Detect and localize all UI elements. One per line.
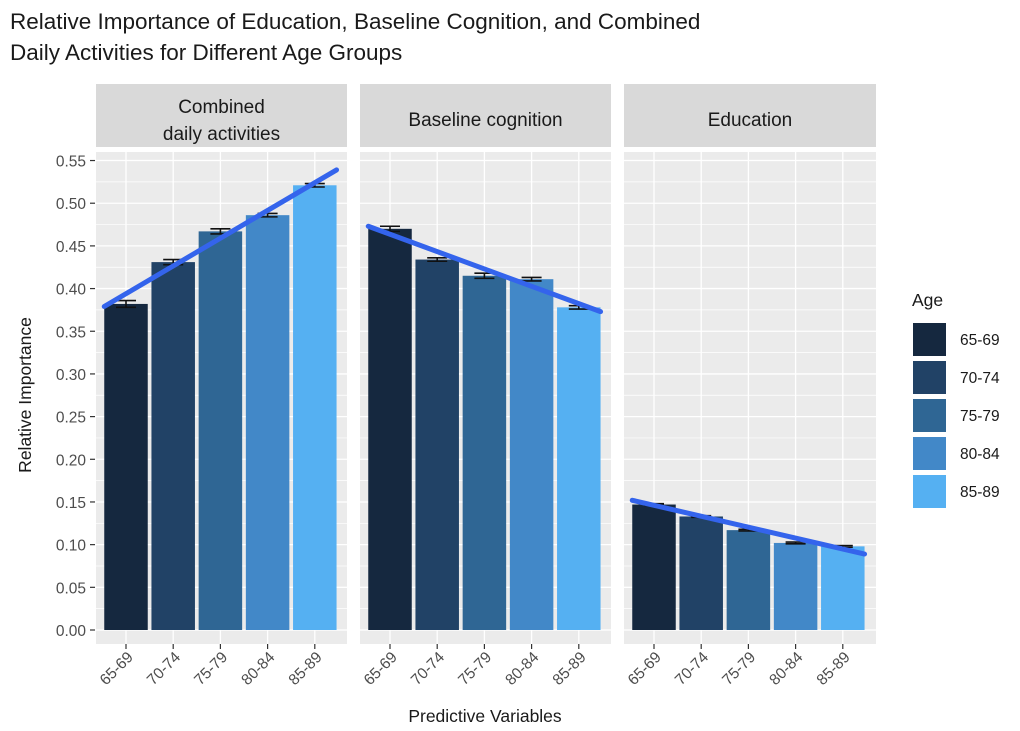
bar-80-84	[773, 542, 818, 630]
y-tick-label: 0.50	[56, 196, 87, 213]
chart-title-line-1: Relative Importance of Education, Baseli…	[10, 9, 700, 34]
legend-label: 80-84	[960, 446, 1000, 463]
bar-70-74	[415, 259, 459, 630]
legend-swatch-65-69	[913, 323, 946, 356]
legend: Age 65-69 70-74 75-79 80-84 85-89	[912, 290, 1000, 508]
x-tick-label: 70-74	[144, 649, 184, 689]
y-axis: 0.00 0.05 0.10 0.15 0.20 0.25 0.30 0.35 0.40 0.45…	[56, 154, 95, 640]
x-tick-label: 75-79	[719, 649, 759, 689]
facet-strip-label: Combined	[178, 97, 265, 118]
bar-75-79	[726, 530, 771, 630]
x-tick-label: 85-89	[286, 649, 326, 689]
facet-panel: Baseline cognition 65-69 70-74 75-79 80-84 85…	[360, 84, 611, 689]
bar-75-79	[462, 275, 507, 630]
facet-strip-label: daily activities	[163, 124, 280, 145]
trend-line	[101, 167, 340, 309]
facet-strip	[96, 84, 347, 147]
bar-65-69	[368, 228, 412, 631]
y-tick-label: 0.20	[56, 452, 87, 469]
x-tick-label: 65-69	[97, 649, 137, 689]
trend-line	[629, 497, 868, 557]
x-tick-label: 65-69	[361, 649, 401, 689]
bar-65-69	[632, 504, 676, 630]
bar-85-89	[557, 307, 601, 630]
y-tick-label: 0.45	[56, 239, 86, 256]
facet-strip	[360, 84, 611, 147]
legend-label: 65-69	[960, 332, 1000, 349]
trend-line	[365, 223, 604, 315]
legend-label: 75-79	[960, 408, 1000, 425]
legend-label: 70-74	[960, 370, 1000, 387]
y-axis-label: Relative Importance	[15, 317, 35, 473]
x-tick-label: 85-89	[814, 649, 854, 689]
y-tick-label: 0.00	[56, 623, 87, 640]
facet-strip-label: Baseline cognition	[408, 110, 562, 131]
bar-85-89	[821, 546, 865, 630]
facet-panel: Education 65-69 70-74 75-79 80-84 85-89	[624, 84, 876, 689]
legend-title: Age	[912, 290, 943, 310]
bar-80-84	[245, 215, 290, 630]
y-tick-label: 0.40	[56, 282, 87, 299]
x-tick-label: 80-84	[766, 649, 806, 689]
y-tick-label: 0.55	[56, 154, 86, 171]
x-axis-label: Predictive Variables	[408, 706, 562, 726]
x-tick-label: 80-84	[502, 649, 542, 689]
bar-75-79	[198, 231, 243, 630]
x-tick-label: 70-74	[408, 649, 448, 689]
legend-swatch-75-79	[913, 399, 946, 432]
x-tick-label: 70-74	[672, 649, 712, 689]
x-tick-label: 75-79	[455, 649, 495, 689]
bar-80-84	[509, 279, 554, 630]
legend-swatch-80-84	[913, 437, 946, 470]
legend-label: 85-89	[960, 484, 1000, 501]
x-tick-label: 75-79	[191, 649, 231, 689]
y-tick-label: 0.10	[56, 538, 87, 555]
chart-title-line-2: Daily Activities for Different Age Group…	[10, 40, 402, 65]
y-tick-label: 0.25	[56, 410, 86, 427]
legend-swatch-70-74	[913, 361, 946, 394]
y-tick-label: 0.35	[56, 324, 86, 341]
facet-strip-label: Education	[708, 110, 793, 131]
bar-85-89	[293, 185, 337, 630]
bar-70-74	[151, 262, 195, 630]
bar-65-69	[104, 303, 148, 630]
y-tick-label: 0.30	[56, 367, 87, 384]
facet-strip	[624, 84, 876, 147]
y-tick-label: 0.15	[56, 495, 86, 512]
y-tick-label: 0.05	[56, 580, 86, 597]
x-tick-label: 65-69	[625, 649, 665, 689]
x-tick-label: 85-89	[550, 649, 590, 689]
x-tick-label: 80-84	[238, 649, 278, 689]
legend-swatch-85-89	[913, 475, 946, 508]
bar-70-74	[679, 516, 723, 630]
